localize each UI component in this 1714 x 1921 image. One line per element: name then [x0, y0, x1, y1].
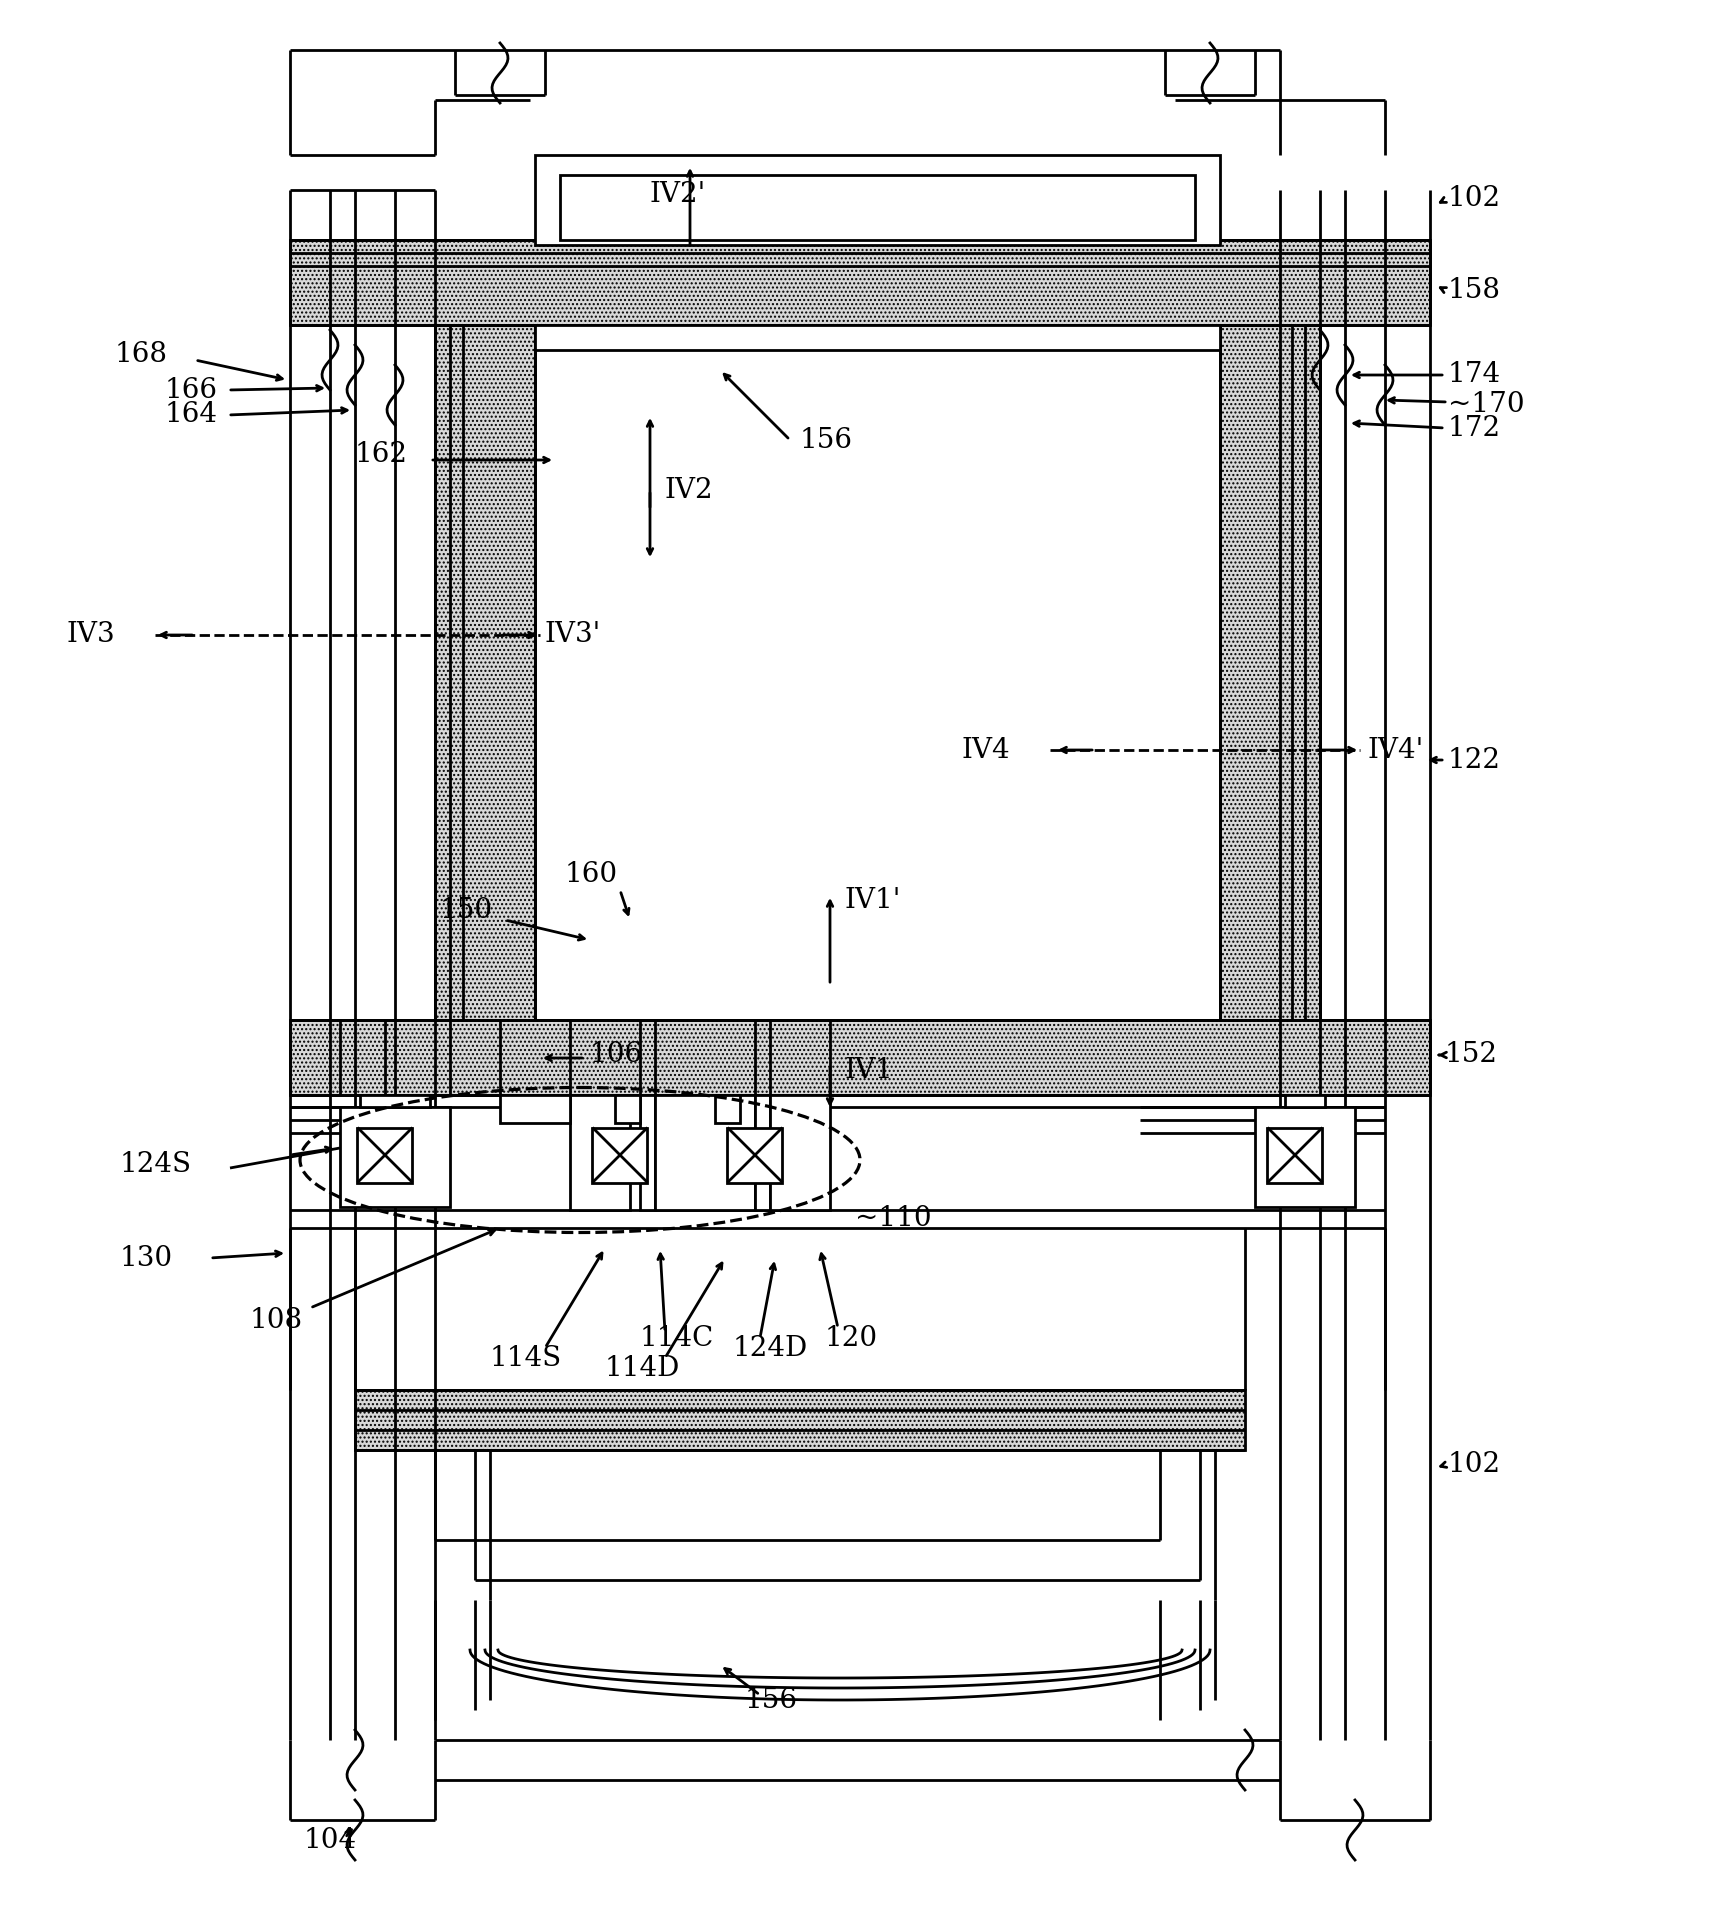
Bar [571, 1095, 631, 1210]
Bar [754, 1095, 770, 1210]
Text: 150: 150 [440, 897, 494, 924]
Bar [560, 175, 1195, 240]
Bar [500, 1095, 571, 1124]
Text: 124D: 124D [734, 1335, 809, 1362]
Text: IV2': IV2' [650, 181, 706, 209]
Text: 156: 156 [746, 1687, 799, 1714]
Text: 106: 106 [590, 1041, 643, 1068]
Text: IV3: IV3 [67, 622, 115, 649]
Bar [535, 156, 1220, 246]
Bar [355, 1391, 1244, 1450]
Text: 162: 162 [355, 442, 408, 469]
Text: 156: 156 [800, 426, 854, 453]
Bar [715, 1095, 740, 1124]
Text: 108: 108 [250, 1306, 303, 1333]
Bar [358, 1128, 413, 1183]
Bar [593, 1128, 648, 1183]
Text: 166: 166 [165, 377, 218, 403]
Text: IV4': IV4' [1368, 736, 1424, 763]
Text: 104: 104 [303, 1827, 357, 1854]
Text: 122: 122 [1448, 747, 1501, 774]
Bar [535, 325, 1220, 1020]
Text: 172: 172 [1448, 415, 1501, 442]
Text: IV2: IV2 [665, 476, 713, 503]
Text: 114S: 114S [490, 1345, 562, 1372]
Bar [339, 1106, 451, 1206]
Bar [290, 1020, 1429, 1095]
Bar [639, 1095, 655, 1210]
Text: 168: 168 [115, 342, 168, 369]
Text: 120: 120 [824, 1324, 878, 1352]
Text: 152: 152 [1445, 1041, 1498, 1068]
Text: 102: 102 [1448, 184, 1501, 211]
Bar [655, 1095, 754, 1210]
Text: 114D: 114D [605, 1354, 680, 1381]
Text: IV1: IV1 [845, 1057, 893, 1083]
Bar [1286, 1095, 1325, 1106]
Bar [727, 1128, 783, 1183]
Bar [290, 240, 1429, 325]
Text: 158: 158 [1448, 277, 1501, 304]
Text: 114C: 114C [639, 1324, 715, 1352]
Bar [435, 325, 535, 1020]
Bar [615, 1095, 639, 1124]
Text: 164: 164 [165, 401, 218, 428]
Text: ~110: ~110 [855, 1204, 932, 1231]
Bar [1267, 1128, 1323, 1183]
Bar [1255, 1106, 1356, 1206]
Text: 130: 130 [120, 1245, 173, 1272]
Text: 160: 160 [566, 861, 619, 889]
Text: 124S: 124S [120, 1151, 192, 1178]
Bar [1220, 325, 1320, 1020]
Text: IV1': IV1' [845, 886, 902, 914]
Text: 102: 102 [1448, 1452, 1501, 1479]
Bar [770, 1095, 830, 1210]
Bar [535, 325, 1220, 350]
Text: IV4: IV4 [962, 736, 1010, 763]
Text: ~170: ~170 [1448, 392, 1525, 419]
Text: IV3': IV3' [545, 622, 602, 649]
Bar [360, 1095, 430, 1106]
Text: 174: 174 [1448, 361, 1501, 388]
